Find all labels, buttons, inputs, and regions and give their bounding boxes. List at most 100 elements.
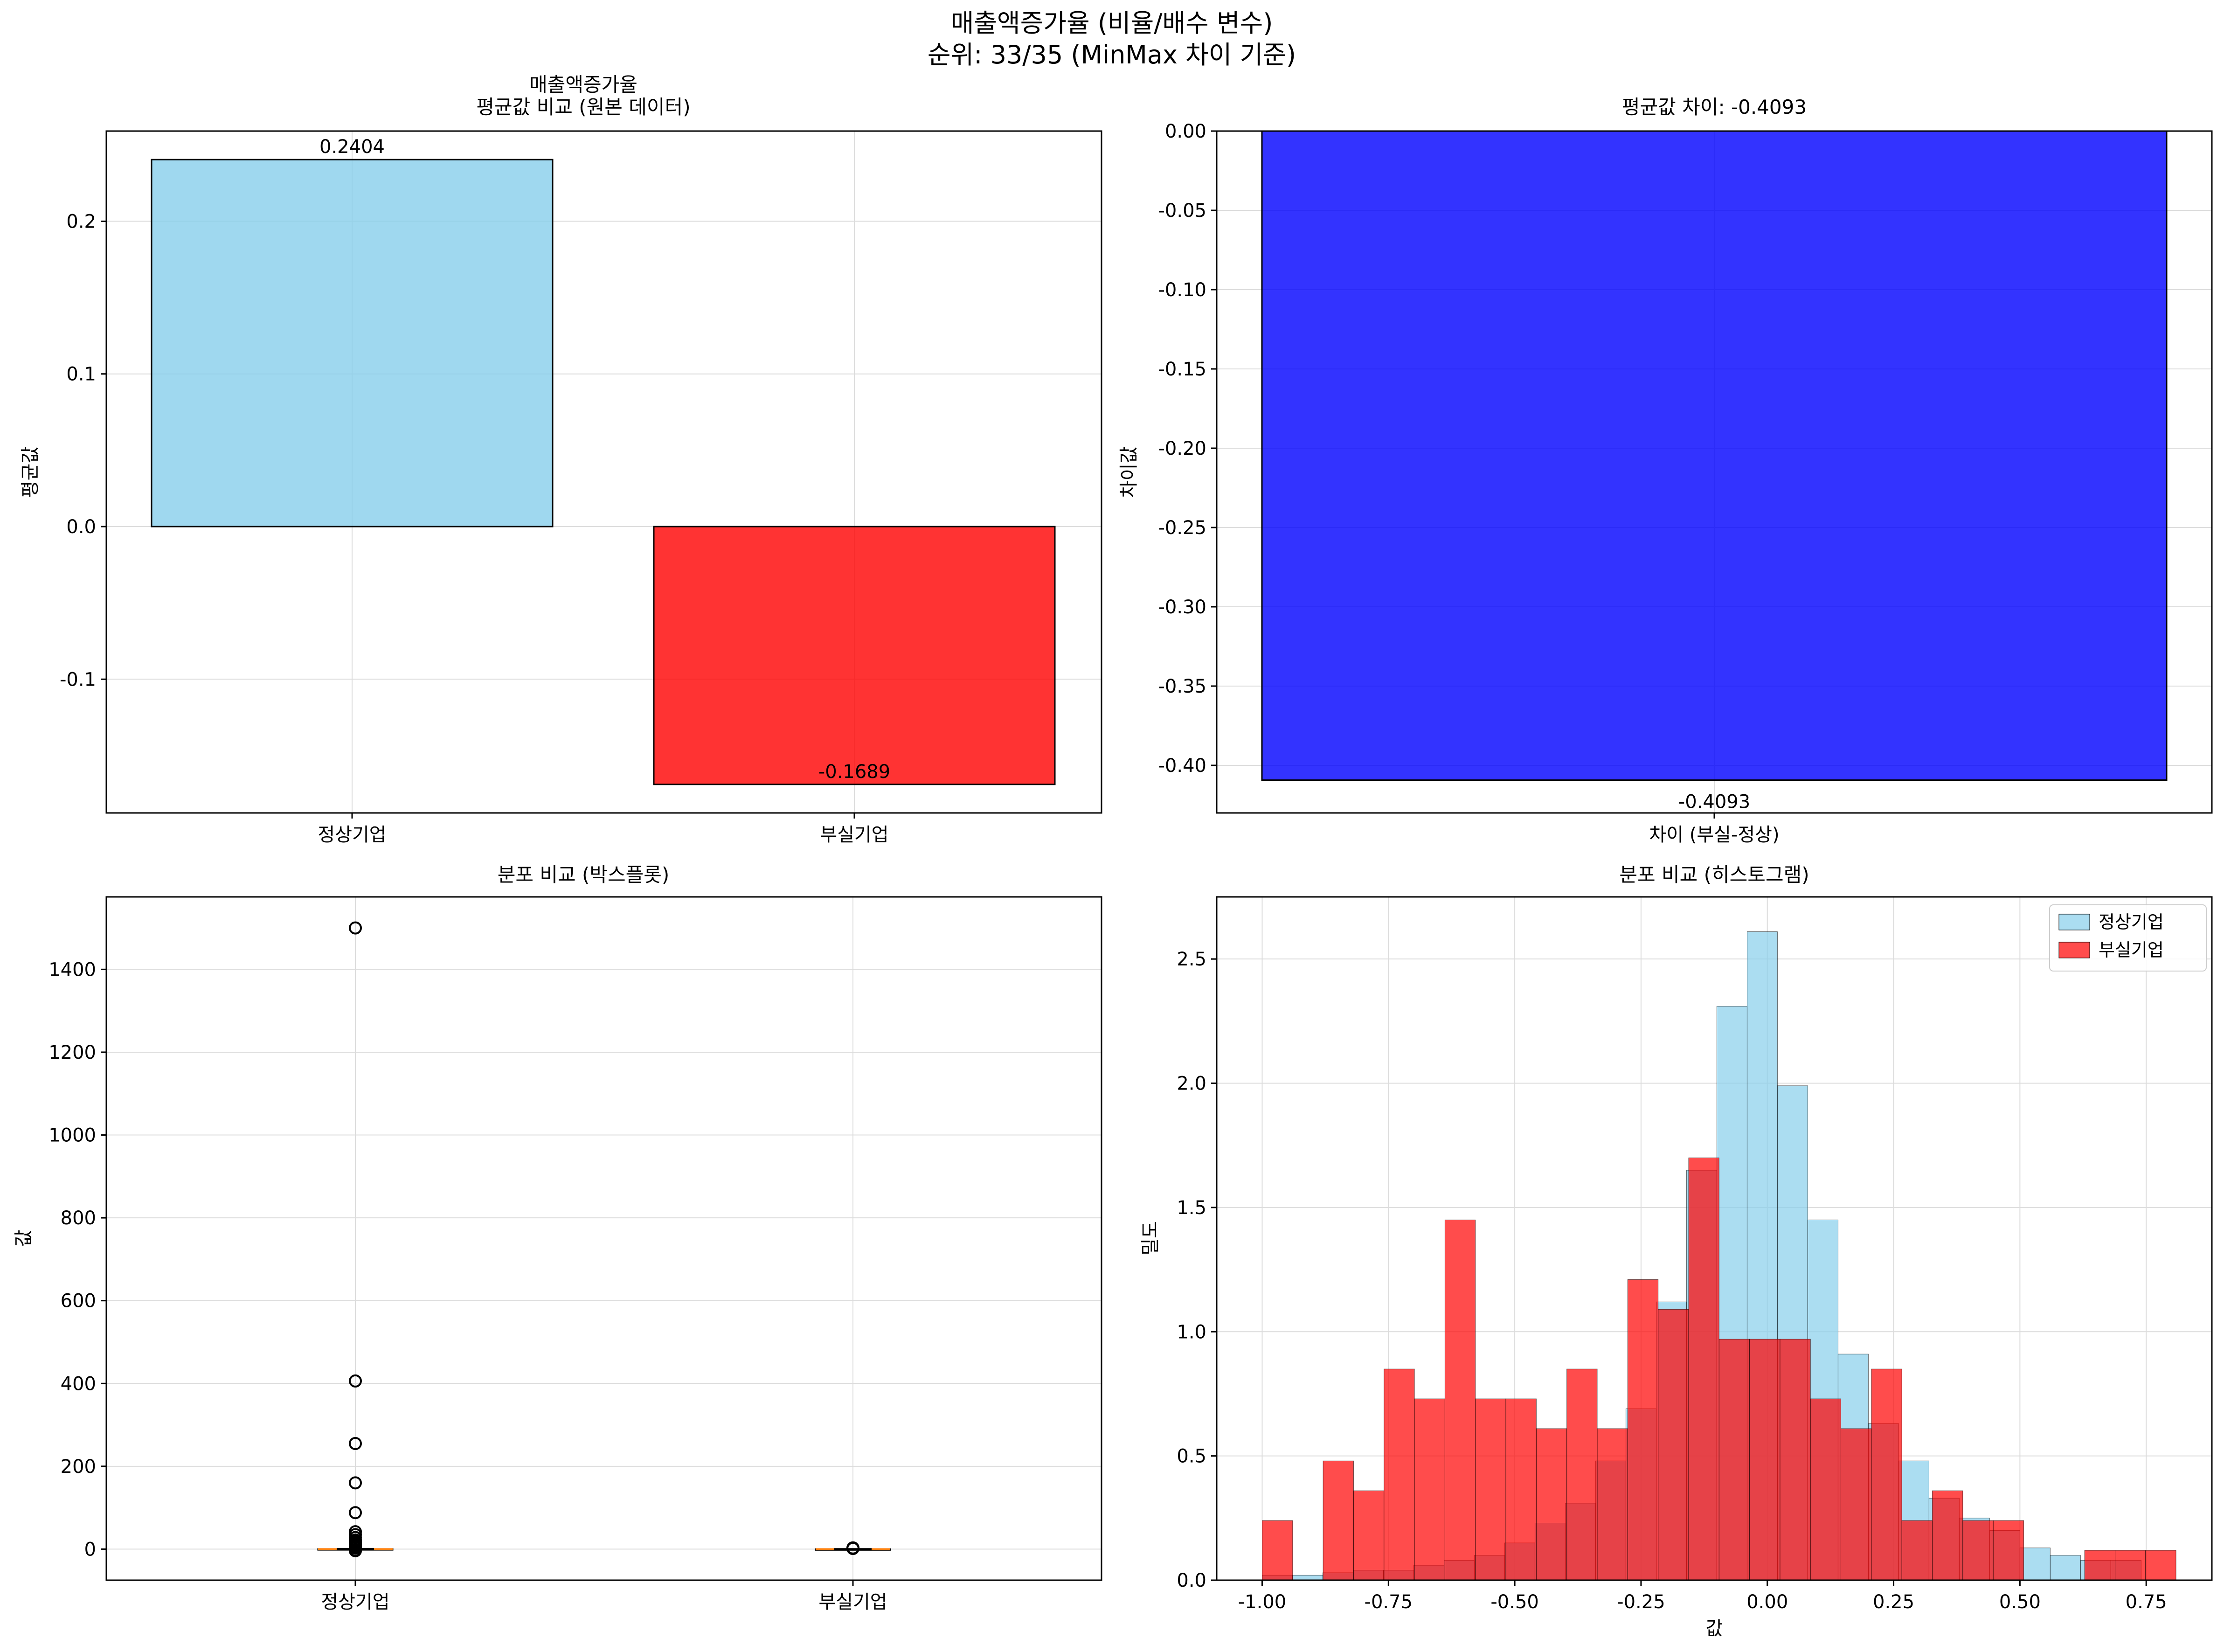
diff-plot-frame: [1216, 130, 2213, 814]
boxplot-ytick-label: 800: [61, 1208, 96, 1229]
boxplot-panel-title: 분포 비교 (박스플롯): [498, 863, 670, 886]
histogram-bar-distressed: [1627, 1279, 1659, 1581]
diff-ytick-label: -0.30: [1158, 597, 1207, 618]
boxplot-ytick-label: 400: [61, 1373, 96, 1395]
histogram-xtick-label: -0.75: [1365, 1591, 1413, 1613]
boxplot-outlier-point: [349, 1476, 362, 1490]
figure-title-line1: 매출액증가율 (비율/배수 변수): [951, 8, 1273, 38]
boxplot-xtick-label: 부실기업: [818, 1591, 887, 1613]
histogram-bar-distressed: [1444, 1220, 1476, 1581]
histogram-panel-title: 분포 비교 (히스토그램): [1619, 863, 1809, 886]
histogram-bar-distressed: [1841, 1428, 1872, 1581]
histogram-xtick-label: 0.00: [1746, 1591, 1788, 1613]
boxplot-outlier-point: [349, 1544, 362, 1557]
histogram-bar-distressed: [1993, 1520, 2024, 1581]
diff-y-axis-label: 차이값: [1118, 446, 1140, 498]
boxplot-outlier-point: [349, 921, 362, 935]
histogram-ytick-label: 0.5: [1177, 1446, 1206, 1467]
histogram-bar-normal: [1292, 1575, 1323, 1581]
histogram-xtick-label: 0.50: [1999, 1591, 2041, 1613]
histogram-bar-distressed: [1658, 1309, 1689, 1581]
mean-bar-value-label: 0.2404: [319, 136, 385, 158]
histogram-bar-distressed: [1871, 1368, 1902, 1581]
histogram-bar-distressed: [1505, 1398, 1537, 1581]
histogram-xtick-label: -0.25: [1617, 1591, 1665, 1613]
histogram-bar-distressed: [1962, 1520, 1994, 1581]
histogram-bar-distressed: [1810, 1398, 1842, 1581]
histogram-bar-distressed: [1718, 1339, 1750, 1581]
diff-bar: [1261, 130, 2168, 781]
diff-ytick-label: -0.25: [1158, 517, 1207, 539]
histogram-x-axis-label: 값: [1706, 1618, 1723, 1639]
mean-comparison-panel: 매출액증가율 평균값 비교 (원본 데이터) 0.2404 -0.1689 -0.…: [20, 73, 1102, 846]
histogram-xtick-label: -0.50: [1490, 1591, 1539, 1613]
mean-ytick-label: 0.1: [66, 364, 96, 385]
histogram-xtick-label: -1.00: [1238, 1591, 1287, 1613]
histogram-bar-distressed: [1475, 1398, 1506, 1581]
histogram-ytick-label: 2.0: [1177, 1073, 1206, 1095]
mean-ytick-label: -0.1: [60, 669, 96, 690]
legend-label-distressed: 부실기업: [2099, 940, 2164, 960]
boxplot-ytick-label: 1200: [48, 1042, 96, 1063]
boxplot-xtick-label: 정상기업: [321, 1591, 389, 1613]
diff-ytick-label: -0.20: [1158, 438, 1207, 459]
histogram-bar-distressed: [1384, 1368, 1415, 1581]
diff-ytick-label: -0.05: [1158, 200, 1207, 222]
histogram-xtick-label: 0.75: [2126, 1591, 2167, 1613]
mean-bar: [653, 526, 1056, 785]
histogram-bar-distressed: [1261, 1520, 1293, 1581]
mean-plot-frame: [105, 130, 1102, 814]
histogram-bar-distressed: [1780, 1339, 1811, 1581]
diff-ytick-label: -0.10: [1158, 279, 1207, 301]
histogram-bar-distressed: [1414, 1398, 1445, 1581]
diff-ytick-label: 0.00: [1165, 121, 1206, 142]
histogram-bar-distressed: [1932, 1490, 1963, 1581]
histogram-ytick-label: 1.0: [1177, 1321, 1206, 1343]
histogram-bar-normal: [2050, 1555, 2081, 1581]
boxplot-plot-frame: [105, 896, 1102, 1581]
boxplot-y-axis-label: 값: [13, 1230, 35, 1247]
diff-panel-title: 평균값 차이: -0.4093: [1622, 96, 1807, 118]
histogram-bar-distressed: [2145, 1550, 2176, 1581]
histogram-bar-distressed: [1353, 1490, 1385, 1581]
diff-ytick-label: -0.15: [1158, 359, 1207, 380]
histogram-bar-normal: [2019, 1548, 2051, 1581]
diff-ytick-label: -0.40: [1158, 755, 1207, 777]
histogram-legend: 정상기업 부실기업: [2049, 904, 2207, 972]
histogram-ytick-label: 1.5: [1177, 1197, 1206, 1219]
mean-ytick-label: 0.2: [66, 211, 96, 232]
histogram-y-axis-label: 밀도: [1140, 1221, 1161, 1256]
histogram-bar-distressed: [1566, 1368, 1598, 1581]
legend-swatch-normal: [2058, 914, 2090, 930]
diff-bar-value-label: -0.4093: [1678, 791, 1750, 813]
boxplot-ytick-label: 600: [61, 1291, 96, 1312]
mean-bar-value-label: -0.1689: [818, 761, 890, 783]
histogram-bar-distressed: [1749, 1339, 1781, 1581]
histogram-bar-distressed: [1536, 1428, 1567, 1581]
histogram-bar-distressed: [1597, 1428, 1628, 1581]
histogram-ytick-label: 0.0: [1177, 1570, 1206, 1591]
diff-ytick-label: -0.35: [1158, 676, 1207, 697]
mean-xtick-label: 부실기업: [820, 824, 888, 846]
boxplot-ytick-label: 0: [84, 1539, 96, 1560]
boxplot-ytick-label: 1000: [48, 1125, 96, 1146]
histogram-ytick-label: 2.5: [1177, 949, 1206, 970]
boxplot-panel: 분포 비교 (박스플롯) 0 200 400 600 800 1000 1200 1400 정상…: [13, 863, 1102, 1613]
histogram-xtick-label: 0.25: [1873, 1591, 1914, 1613]
difference-panel: 평균값 차이: -0.4093 -0.4093 0.00 -0.05 -0.10 -0…: [1118, 96, 2213, 846]
histogram-bar-distressed: [1688, 1157, 1719, 1581]
mean-ytick-label: 0.0: [66, 516, 96, 538]
mean-panel-title-line2: 평균값 비교 (원본 데이터): [476, 96, 690, 118]
legend-label-normal: 정상기업: [2099, 912, 2164, 932]
boxplot-ytick-label: 200: [61, 1456, 96, 1478]
legend-swatch-distressed: [2058, 942, 2090, 958]
boxplot-outlier-point: [349, 1437, 362, 1450]
histogram-plot-frame: [1216, 896, 2213, 1581]
mean-bar: [151, 159, 554, 528]
histogram-panel: 분포 비교 (히스토그램) 0.0 0.5 1.0 1.5 2.0 2.5 -1.00 -0.…: [1140, 863, 2213, 1639]
boxplot-ytick-label: 1400: [48, 959, 96, 980]
boxplot-outlier-point: [846, 1542, 859, 1555]
figure-title-line2: 순위: 33/35 (MinMax 차이 기준): [928, 40, 1296, 69]
histogram-bar-distressed: [1901, 1520, 1933, 1581]
